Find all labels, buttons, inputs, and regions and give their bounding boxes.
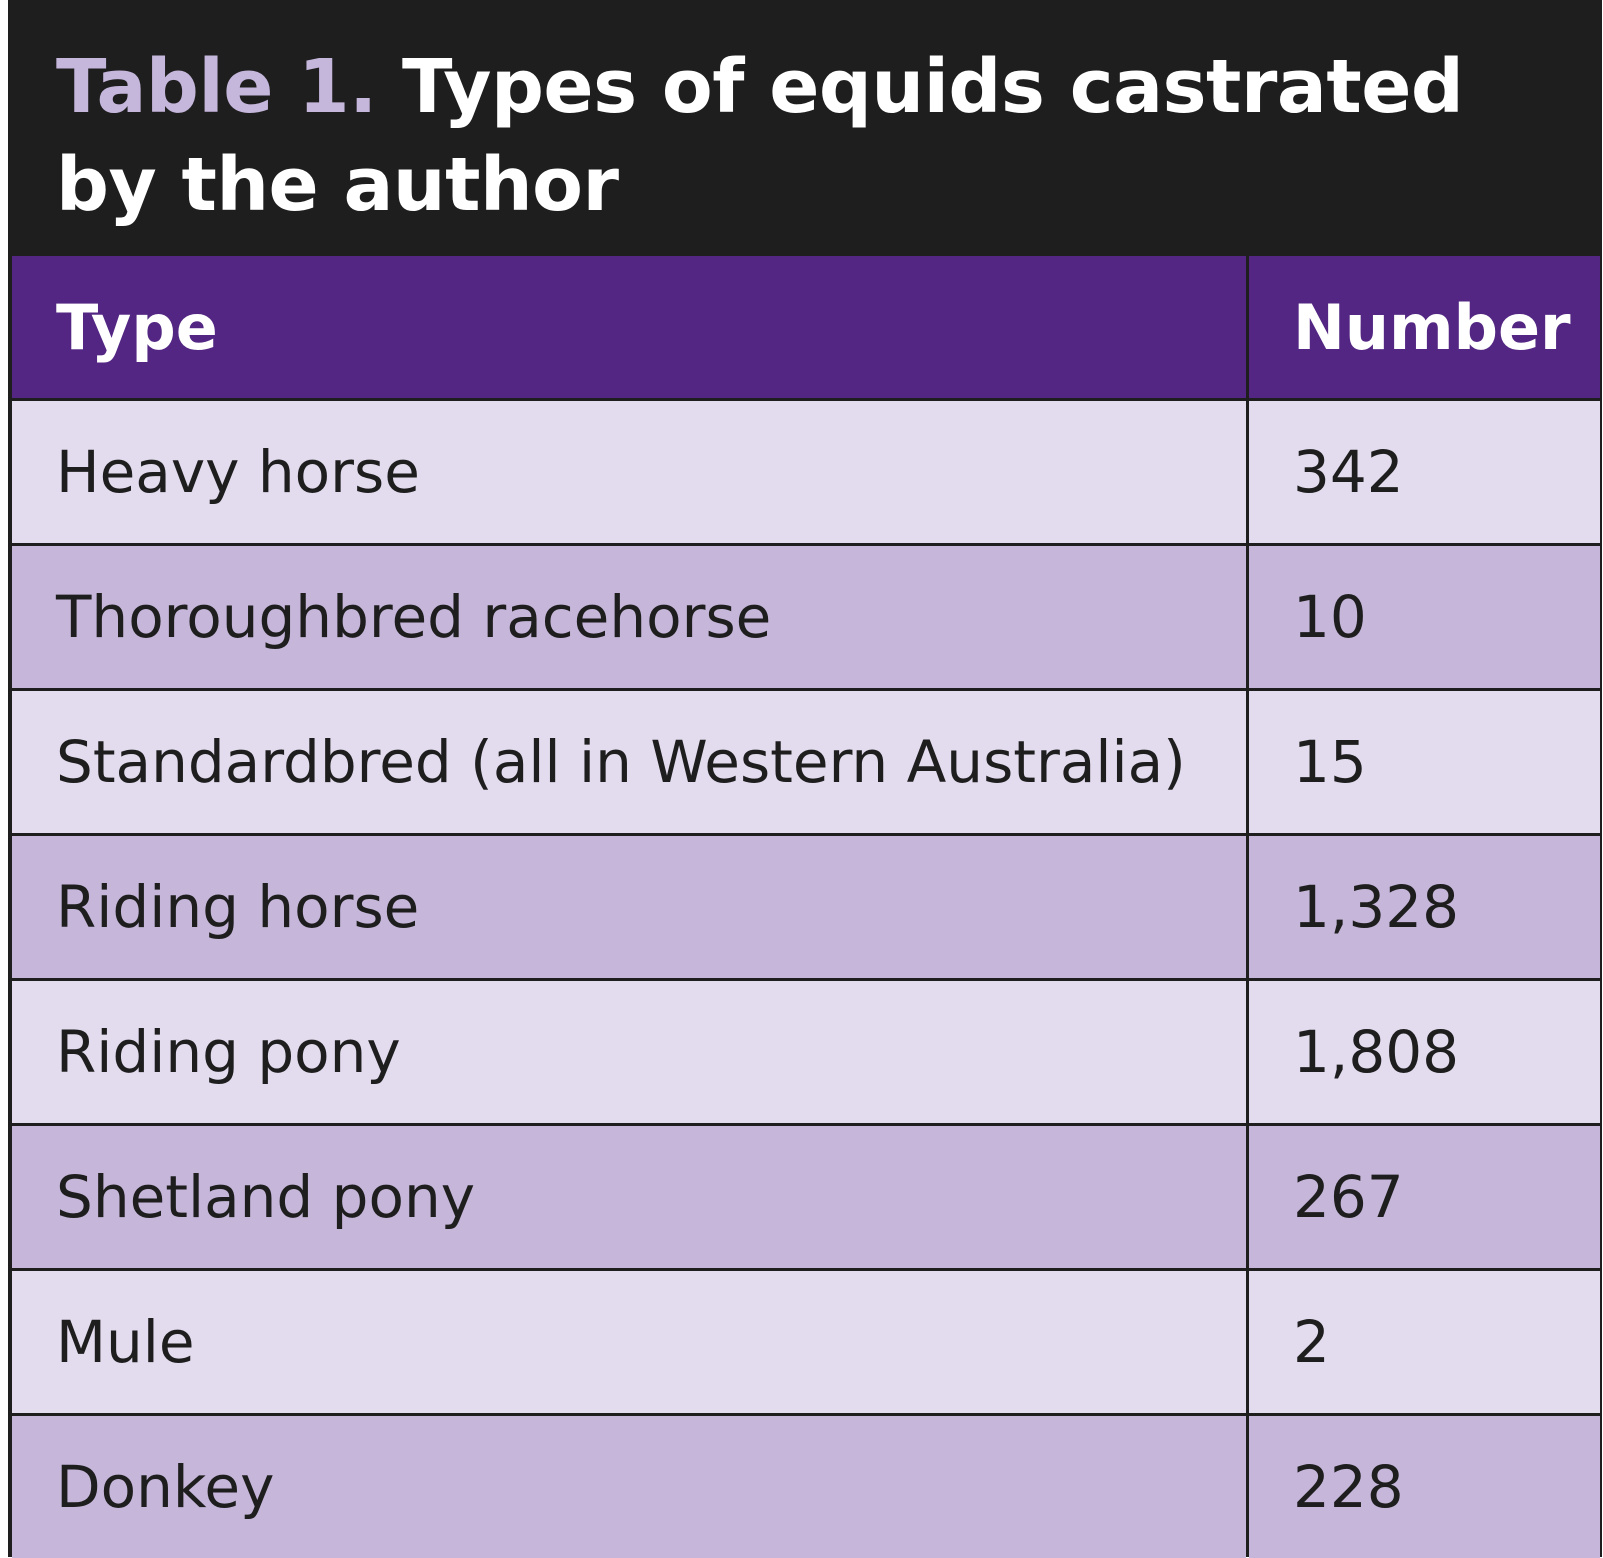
table-cell-number: 342: [1249, 401, 1600, 543]
table-cell-number: 1,328: [1249, 836, 1600, 978]
table-cell-type: Mule: [12, 1271, 1246, 1413]
table-cell-type: Riding horse: [12, 836, 1246, 978]
table-cell-type: Shetland pony: [12, 1126, 1246, 1268]
table-title: Table 1. Types of equids castrated by th…: [56, 38, 1556, 234]
table-number-label: Table 1.: [56, 44, 377, 130]
table-cell-number: 10: [1249, 546, 1600, 688]
table-title-text: Types of equids castrated by the author: [56, 44, 1464, 228]
table-cell-type: Standardbred (all in Western Australia): [12, 691, 1246, 833]
column-header-number: Number: [1249, 256, 1600, 398]
table-title-block: Table 1. Types of equids castrated by th…: [8, 0, 1602, 256]
table-cell-type: Donkey: [12, 1416, 1246, 1558]
table-cell-number: 1,808: [1249, 981, 1600, 1123]
table-cell-number: 228: [1249, 1416, 1600, 1558]
table-grid: Type Number Heavy horse 342 Thoroughbred…: [12, 256, 1600, 1558]
table-cell-number: 2: [1249, 1271, 1600, 1413]
column-header-type: Type: [12, 256, 1246, 398]
table-cell-number: 267: [1249, 1126, 1600, 1268]
table-cell-type: Heavy horse: [12, 401, 1246, 543]
equids-table: Table 1. Types of equids castrated by th…: [8, 0, 1602, 1558]
table-cell-type: Riding pony: [12, 981, 1246, 1123]
table-cell-number: 15: [1249, 691, 1600, 833]
table-cell-type: Thoroughbred racehorse: [12, 546, 1246, 688]
